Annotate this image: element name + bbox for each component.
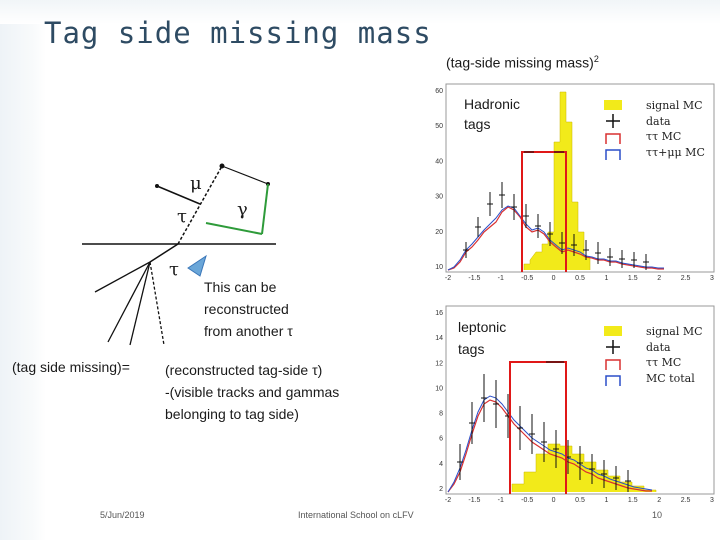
- decay-track-1: [107, 261, 151, 343]
- y-tick-label: 14: [435, 335, 443, 342]
- hadronic-x-ticks: -2 -1.5 -1 -0.5 0 0.5 1 1.5 2 2.5 3: [445, 275, 714, 282]
- leptonic-legend: signal MC data ττ MC MC total: [604, 325, 703, 386]
- x-tick-label: 1: [604, 497, 608, 504]
- y-tick-label: 16: [435, 310, 443, 317]
- footer-event: International School on cLFV: [298, 510, 414, 520]
- x-tick-label: 1.5: [628, 275, 638, 282]
- hadronic-tags-label: Hadronic tags: [464, 96, 521, 132]
- y-tick-label: 2: [439, 486, 443, 493]
- label-gamma: γ: [237, 199, 248, 220]
- x-tick-label: 2.5: [681, 497, 691, 504]
- x-tick-label: -2: [445, 497, 451, 504]
- decay-track-4: [149, 261, 165, 346]
- page-number: 10: [652, 510, 663, 520]
- pointer-arrow-icon: [187, 254, 207, 277]
- plot-header-superscript: 2: [593, 54, 599, 64]
- hadronic-y-ticks: 60 50 40 30 20 10: [435, 88, 443, 271]
- leptonic-histogram: 16 14 12 10 8 6 4 2 -2 -1.5 -1 -0.5 0 0.5 1 1.5 2 2.5 3 s…: [435, 305, 715, 504]
- x-tick-label: 0.5: [575, 275, 585, 282]
- leptonic-legend-data: data: [646, 341, 671, 354]
- event-diagram: [82, 163, 276, 346]
- hadronic-signal-mc: [523, 91, 591, 270]
- y-tick-label: 6: [439, 436, 443, 443]
- label-mu: μ: [190, 173, 202, 194]
- y-tick-label: 8: [439, 411, 443, 418]
- y-tick-label: 50: [435, 123, 443, 130]
- x-tick-label: 1.5: [628, 497, 638, 504]
- y-tick-label: 30: [435, 194, 443, 201]
- tau-lower-track: [149, 243, 179, 263]
- hadronic-signal-window: [521, 151, 567, 272]
- hadronic-legend-total: ττ+μμ MC: [646, 146, 705, 159]
- legend-signal-swatch: [604, 100, 622, 110]
- hadronic-legend: signal MC data ττ MC ττ+μμ MC: [604, 99, 705, 160]
- x-tick-label: -2: [445, 275, 451, 282]
- leptonic-legend-signal: signal MC: [646, 325, 703, 338]
- plot-header-text: (tag-side missing mass): [446, 54, 594, 71]
- y-tick-label: 4: [439, 461, 443, 468]
- hadronic-legend-signal: signal MC: [646, 99, 703, 112]
- y-tick-label: 60: [435, 88, 443, 95]
- y-tick-label: 12: [435, 360, 443, 367]
- leptonic-y-ticks: 16 14 12 10 8 6 4 2: [435, 310, 443, 493]
- y-tick-label: 20: [435, 229, 443, 236]
- x-tick-label: 3: [710, 497, 714, 504]
- leptonic-tags-label: leptonic tags: [458, 319, 507, 357]
- x-tick-label: -0.5: [521, 497, 533, 504]
- hadronic-tautau-mc: [447, 206, 664, 271]
- y-tick-label: 40: [435, 158, 443, 165]
- x-tick-label: -1: [498, 497, 504, 504]
- x-tick-label: 1: [604, 275, 608, 282]
- leptonic-signal-window: [509, 361, 567, 494]
- x-tick-label: 0: [552, 275, 556, 282]
- legend-signal-swatch: [604, 326, 622, 336]
- reconstruction-note: This can be reconstructed from another τ: [204, 279, 293, 339]
- x-tick-label: -1.5: [468, 275, 480, 282]
- photon-line-2: [261, 183, 269, 235]
- hadronic-total-mc: [447, 205, 664, 271]
- hadronic-histogram: 60 50 40 30 20 10 -2 -1.5 -1 -0.5 0 0.5 1 1.5 2 2.5 3 s…: [435, 83, 715, 282]
- x-tick-label: 3: [710, 275, 714, 282]
- x-tick-label: 2: [657, 275, 661, 282]
- muon-end-dot: [155, 184, 159, 188]
- slide-title: Tag side missing mass: [44, 16, 432, 50]
- hadronic-data-points: [463, 182, 649, 270]
- leptonic-legend-total: MC total: [646, 372, 695, 385]
- label-tau-upper: τ: [177, 206, 187, 227]
- photon-line: [205, 222, 263, 235]
- hadronic-legend-tautau: ττ MC: [646, 130, 681, 143]
- leptonic-signal-mc: [511, 443, 657, 492]
- x-tick-label: 0.5: [575, 497, 585, 504]
- y-tick-label: 10: [435, 264, 443, 271]
- leptonic-legend-tautau: ττ MC: [646, 356, 681, 369]
- vertex-track: [221, 165, 269, 185]
- plot-header: (tag-side missing mass)2: [446, 54, 599, 71]
- decay-track-2: [129, 261, 151, 346]
- background-left-gradient: [0, 0, 46, 540]
- x-tick-label: 0: [552, 497, 556, 504]
- background-top-gradient: [0, 0, 720, 24]
- x-tick-label: -1: [498, 275, 504, 282]
- hadronic-legend-data: data: [646, 115, 671, 128]
- equation-lhs: (tag side missing)=: [12, 359, 130, 375]
- leptonic-tautau-mc: [447, 399, 652, 493]
- x-tick-label: -1.5: [468, 497, 480, 504]
- muon-track: [156, 185, 201, 205]
- equation-rhs: (reconstructed tag-side τ) -(visible tra…: [165, 362, 340, 422]
- leptonic-total-mc: [447, 395, 653, 493]
- x-tick-label: 2: [657, 497, 661, 504]
- decay-track-3: [94, 261, 151, 293]
- footer-date: 5/Jun/2019: [100, 510, 145, 520]
- leptonic-data-points: [457, 374, 631, 492]
- y-tick-label: 10: [435, 385, 443, 392]
- x-tick-label: -0.5: [521, 275, 533, 282]
- x-tick-label: 2.5: [681, 275, 691, 282]
- label-tau-lower: τ: [169, 259, 179, 280]
- leptonic-x-ticks: -2 -1.5 -1 -0.5 0 0.5 1 1.5 2 2.5 3: [445, 497, 714, 504]
